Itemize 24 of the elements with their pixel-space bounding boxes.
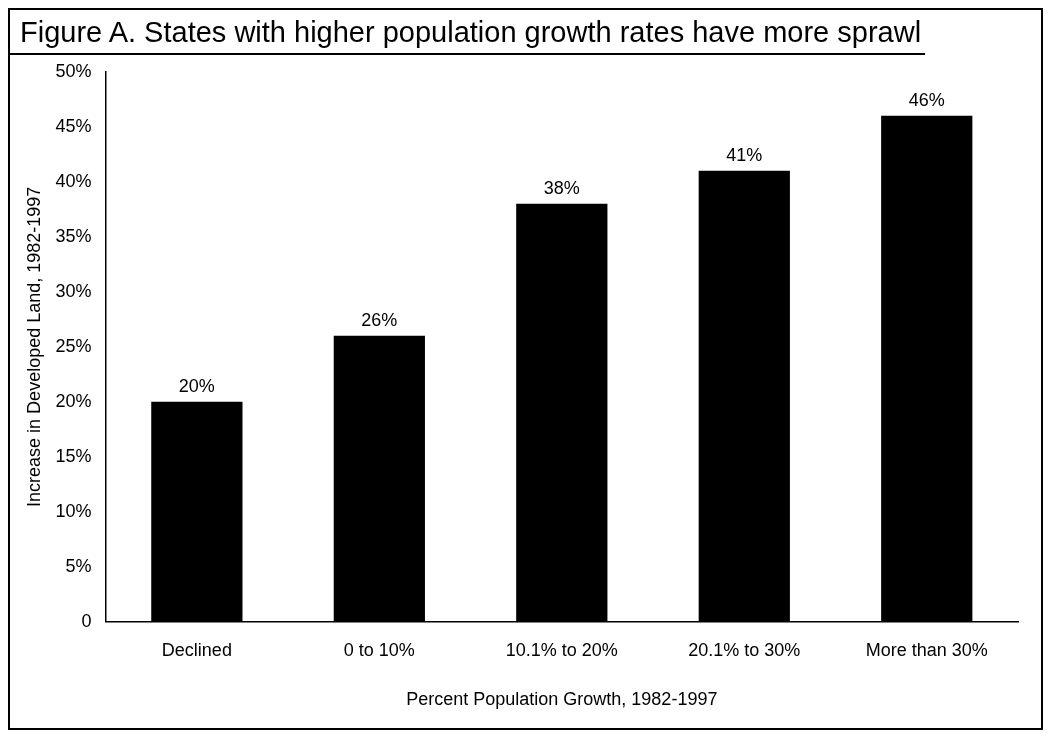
data-label: 38% <box>543 177 580 198</box>
y-tick-label: 5% <box>65 555 92 576</box>
y-tick-label: 30% <box>55 280 92 301</box>
x-tick-label: 0 to 10% <box>343 639 415 660</box>
x-tick-label: 10.1% to 20% <box>505 639 618 660</box>
x-axis-title: Percent Population Growth, 1982-1997 <box>406 689 718 710</box>
data-label: 46% <box>908 89 945 110</box>
x-tick-label: More than 30% <box>865 639 988 660</box>
data-label: 20% <box>178 375 215 396</box>
y-tick-label: 0 <box>81 610 92 631</box>
y-tick-label: 15% <box>55 445 92 466</box>
x-tick-label: Declined <box>161 639 232 660</box>
y-tick-label: 10% <box>55 500 92 521</box>
y-tick-label: 50% <box>55 60 92 81</box>
y-tick-label: 40% <box>55 170 92 191</box>
y-tick-label: 35% <box>55 225 92 246</box>
x-tick-label: 20.1% to 30% <box>688 639 801 660</box>
y-tick-label: 20% <box>55 390 92 411</box>
data-label: 26% <box>361 309 398 330</box>
chart-title: Figure A. States with higher population growth rates have more sprawl <box>10 10 925 55</box>
y-axis-title: Increase in Developed Land, 1982-1997 <box>23 186 44 507</box>
data-label: 41% <box>726 144 763 165</box>
y-tick-label: 25% <box>55 335 92 356</box>
y-tick-label: 45% <box>55 115 92 136</box>
